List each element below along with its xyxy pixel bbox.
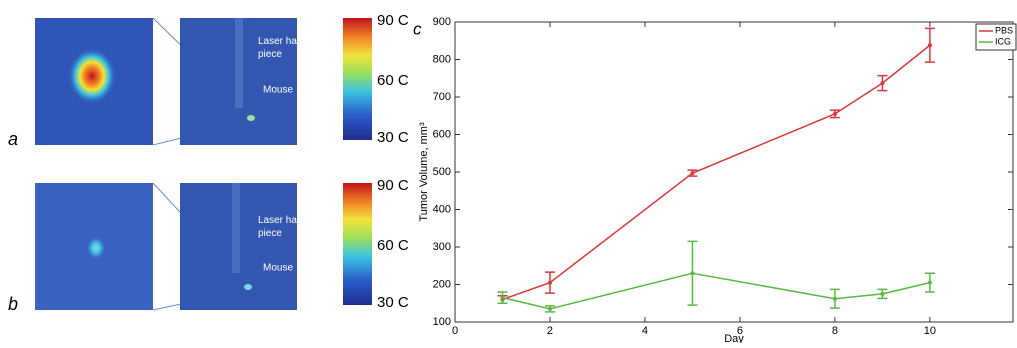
y-axis-label: Tumor Volume, mm³ (418, 122, 430, 222)
panel-label: c (413, 19, 422, 38)
x-tick-label: 8 (832, 325, 838, 337)
scale-label: 60 C (377, 72, 409, 89)
y-tick-label: 600 (433, 128, 451, 140)
legend-label: ICG (995, 36, 1011, 46)
y-tick-label: 800 (433, 53, 451, 65)
data-point (832, 296, 837, 301)
data-point (927, 43, 932, 48)
legend-box (975, 23, 1017, 51)
x-tick-label: 10 (924, 325, 936, 337)
x-tick-label: 4 (642, 325, 648, 337)
colorbar (343, 18, 372, 140)
data-point (880, 291, 885, 296)
data-point (690, 271, 695, 276)
series-line (502, 272, 931, 310)
panel-label: a (8, 129, 18, 149)
y-tick-label: 300 (433, 241, 451, 253)
y-tick-label: 400 (433, 203, 451, 215)
x-axis-label: Day (724, 333, 744, 343)
panel-b: 90 C 60 C 30 C Laser hand piece Mouse b (8, 177, 409, 314)
x-tick-label: 2 (547, 325, 553, 337)
laser-handpiece (232, 183, 240, 273)
data-point (927, 280, 932, 285)
annotation: Mouse (263, 263, 293, 274)
x-tick-label: 6 (737, 325, 743, 337)
y-tick-label: 500 (433, 166, 451, 178)
annotation: Laser hand piece (258, 215, 309, 239)
annotation: Laser hand piece (258, 36, 309, 60)
laser-handpiece (235, 18, 243, 108)
annotation: Mouse (263, 85, 293, 96)
y-tick-label: 200 (433, 278, 451, 290)
data-point (547, 280, 552, 285)
series-line (502, 44, 931, 301)
scale-label: 90 C (377, 12, 409, 29)
scale-label: 90 C (377, 177, 409, 194)
hotspot (244, 284, 252, 290)
scale-label: 30 C (377, 129, 409, 146)
y-tick-label: 900 (433, 16, 451, 28)
scale-label: 60 C (377, 237, 409, 254)
hotspot (86, 236, 106, 260)
data-point (832, 111, 837, 116)
annotation-box: Laser hand piece (258, 36, 309, 60)
y-tick-label: 100 (433, 316, 451, 328)
annotation-box: Laser hand piece (258, 215, 309, 239)
colorbar (343, 183, 372, 305)
panel-label: b (8, 294, 18, 314)
hotspot (68, 48, 116, 104)
data-point (500, 295, 505, 300)
data-point (547, 306, 552, 311)
panel-a: 90 C 60 C 30 C Laser hand piece Mouse a (8, 12, 409, 149)
data-point (880, 81, 885, 86)
scale-label: 30 C (377, 294, 409, 311)
legend-label: PBS (995, 25, 1013, 35)
hotspot (247, 115, 255, 121)
data-point (690, 171, 695, 176)
x-tick-label: 0 (452, 325, 458, 337)
y-tick-label: 700 (433, 91, 451, 103)
